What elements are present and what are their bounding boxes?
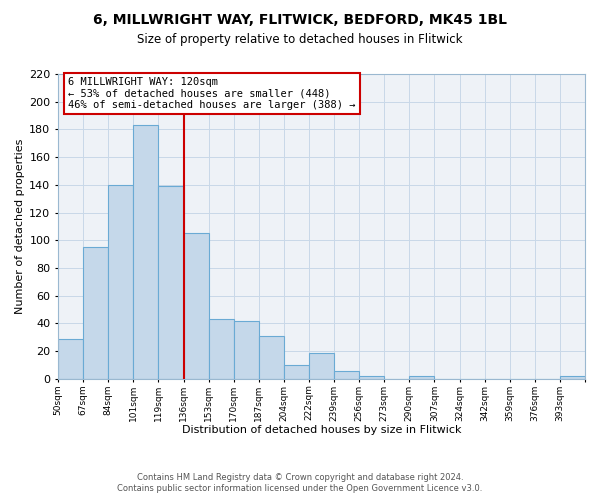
Bar xyxy=(409,376,434,379)
Bar xyxy=(359,376,384,379)
Bar xyxy=(309,352,334,379)
Bar xyxy=(108,185,133,379)
Text: 6 MILLWRIGHT WAY: 120sqm
← 53% of detached houses are smaller (448)
46% of semi-: 6 MILLWRIGHT WAY: 120sqm ← 53% of detach… xyxy=(68,77,356,110)
Bar xyxy=(259,336,284,379)
Bar xyxy=(234,320,259,379)
Text: Contains public sector information licensed under the Open Government Licence v3: Contains public sector information licen… xyxy=(118,484,482,493)
Bar xyxy=(184,234,209,379)
Text: Size of property relative to detached houses in Flitwick: Size of property relative to detached ho… xyxy=(137,32,463,46)
Text: 6, MILLWRIGHT WAY, FLITWICK, BEDFORD, MK45 1BL: 6, MILLWRIGHT WAY, FLITWICK, BEDFORD, MK… xyxy=(93,12,507,26)
Bar xyxy=(58,338,83,379)
Bar xyxy=(209,320,234,379)
Bar xyxy=(560,376,585,379)
Y-axis label: Number of detached properties: Number of detached properties xyxy=(15,139,25,314)
Bar xyxy=(158,186,184,379)
Bar xyxy=(133,126,158,379)
Bar xyxy=(83,247,108,379)
X-axis label: Distribution of detached houses by size in Flitwick: Distribution of detached houses by size … xyxy=(182,425,461,435)
Bar xyxy=(284,365,309,379)
Bar xyxy=(334,370,359,379)
Text: Contains HM Land Registry data © Crown copyright and database right 2024.: Contains HM Land Registry data © Crown c… xyxy=(137,472,463,482)
